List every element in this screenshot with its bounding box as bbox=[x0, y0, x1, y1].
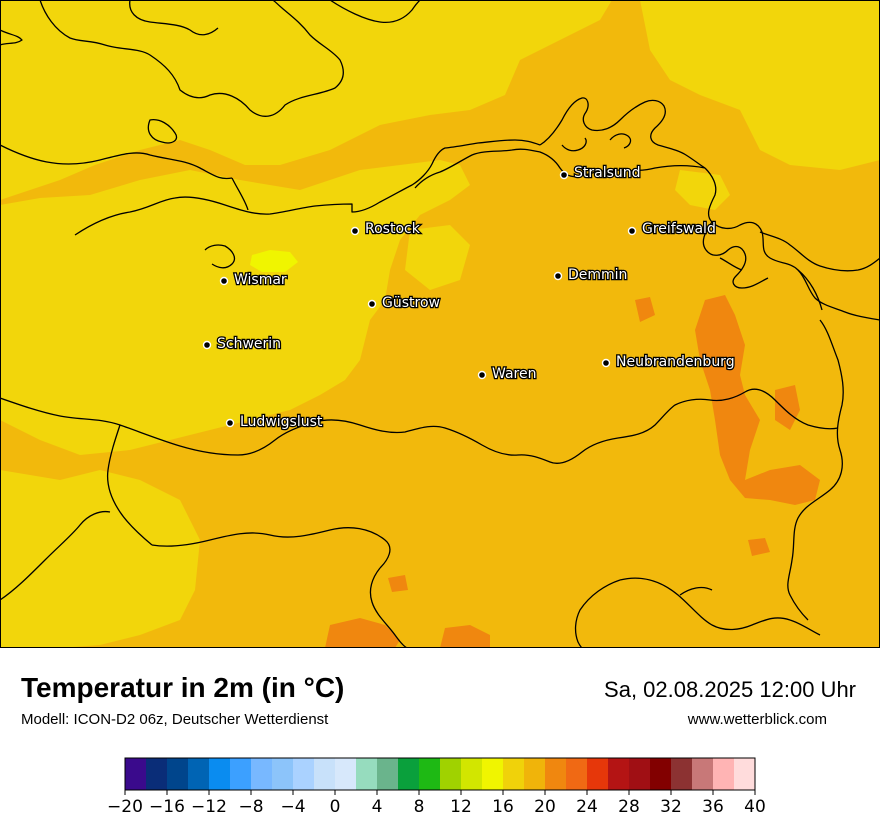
legend-cell bbox=[377, 758, 399, 790]
legend-tick-label: 32 bbox=[660, 797, 682, 817]
city-label-rostock: Rostock bbox=[365, 221, 421, 237]
legend-tick-label: 0 bbox=[330, 797, 341, 817]
legend-tick-label: −4 bbox=[280, 797, 305, 817]
legend-cell bbox=[566, 758, 588, 790]
legend-cell bbox=[713, 758, 735, 790]
legend-cell bbox=[230, 758, 252, 790]
legend-cell bbox=[734, 758, 756, 790]
city-label-waren: Waren bbox=[492, 366, 536, 382]
city-marker-ludwigslust[interactable]: Ludwigslust bbox=[225, 413, 324, 431]
legend-cell bbox=[545, 758, 567, 790]
legend-cell bbox=[335, 758, 357, 790]
city-marker-wismar[interactable]: Wismar bbox=[219, 271, 288, 289]
legend-cell bbox=[650, 758, 672, 790]
legend-cell bbox=[692, 758, 714, 790]
city-label-greifswald: Greifswald bbox=[642, 221, 716, 237]
legend-tick-label: 12 bbox=[450, 797, 472, 817]
city-marker-stralsund[interactable]: Stralsund bbox=[559, 164, 642, 182]
legend-tick-label: 16 bbox=[492, 797, 514, 817]
legend-ticks: −20 −16 −12 −8 −4 0 4 8 12 16 20 24 28 32 36 40 bbox=[107, 790, 766, 817]
city-marker-greifswald[interactable]: Greifswald bbox=[627, 220, 717, 238]
legend-cell bbox=[629, 758, 651, 790]
website-link[interactable]: www.wetterblick.com bbox=[687, 711, 827, 728]
city-label-guestrow: Güstrow bbox=[382, 295, 440, 311]
legend-tick-label: −20 bbox=[107, 797, 143, 817]
legend-cell bbox=[587, 758, 609, 790]
legend-frame bbox=[124, 757, 756, 791]
city-label-schwerin: Schwerin bbox=[217, 336, 281, 352]
city-marker-schwerin[interactable]: Schwerin bbox=[202, 335, 282, 353]
legend-cell bbox=[398, 758, 420, 790]
city-label-demmin: Demmin bbox=[568, 267, 627, 283]
coastline-borders bbox=[0, 0, 880, 648]
legend-tick-label: −12 bbox=[191, 797, 227, 817]
legend-tick-label: −8 bbox=[238, 797, 263, 817]
legend-cell bbox=[314, 758, 336, 790]
temperature-map: Stralsund Rostock Greifswald Wismar Demm… bbox=[0, 0, 880, 648]
city-label-stralsund: Stralsund bbox=[574, 165, 641, 181]
legend-tick-label: −16 bbox=[149, 797, 185, 817]
legend-cell bbox=[167, 758, 189, 790]
legend-cell bbox=[188, 758, 210, 790]
city-marker-rostock[interactable]: Rostock bbox=[350, 220, 422, 238]
city-marker-neubrandenburg[interactable]: Neubrandenburg bbox=[601, 353, 736, 371]
legend-tick-label: 20 bbox=[534, 797, 556, 817]
temperature-legend: −20 −16 −12 −8 −4 0 4 8 12 16 20 24 28 32 36 40 bbox=[107, 757, 766, 817]
forecast-datetime: Sa, 02.08.2025 12:00 Uhr bbox=[604, 677, 856, 702]
legend-cell bbox=[419, 758, 441, 790]
legend-cell bbox=[125, 758, 147, 790]
legend-tick-label: 4 bbox=[372, 797, 383, 817]
city-marker-guestrow[interactable]: Güstrow bbox=[367, 294, 441, 312]
legend-tick-label: 36 bbox=[702, 797, 724, 817]
legend-cell bbox=[293, 758, 315, 790]
city-label-wismar: Wismar bbox=[234, 272, 287, 288]
legend-cell bbox=[671, 758, 693, 790]
temperature-band-20-22 bbox=[325, 295, 820, 648]
temperature-band-18-hotspot bbox=[250, 250, 298, 272]
legend-color-cells bbox=[125, 758, 756, 790]
legend-cell bbox=[482, 758, 504, 790]
legend-cell bbox=[251, 758, 273, 790]
map-title: Temperatur in 2m (in °C) bbox=[21, 672, 345, 703]
city-label-ludwigslust: Ludwigslust bbox=[240, 414, 323, 430]
legend-tick-label: 24 bbox=[576, 797, 598, 817]
legend-cell bbox=[209, 758, 231, 790]
legend-cell bbox=[146, 758, 168, 790]
legend-cell bbox=[503, 758, 525, 790]
legend-cell bbox=[461, 758, 483, 790]
city-marker-waren[interactable]: Waren bbox=[477, 365, 538, 383]
legend-tick-label: 8 bbox=[414, 797, 425, 817]
legend-tick-label: 28 bbox=[618, 797, 640, 817]
legend-cell bbox=[272, 758, 294, 790]
legend-tick-label: 40 bbox=[744, 797, 766, 817]
legend-cell bbox=[440, 758, 462, 790]
model-source: Modell: ICON-D2 06z, Deutscher Wetterdie… bbox=[21, 711, 329, 728]
city-label-neubrandenburg: Neubrandenburg bbox=[616, 354, 735, 370]
city-marker-demmin[interactable]: Demmin bbox=[553, 266, 629, 284]
legend-cell bbox=[608, 758, 630, 790]
city-markers: Stralsund Rostock Greifswald Wismar Demm… bbox=[202, 164, 736, 431]
legend-cell bbox=[524, 758, 546, 790]
legend-cell bbox=[356, 758, 378, 790]
